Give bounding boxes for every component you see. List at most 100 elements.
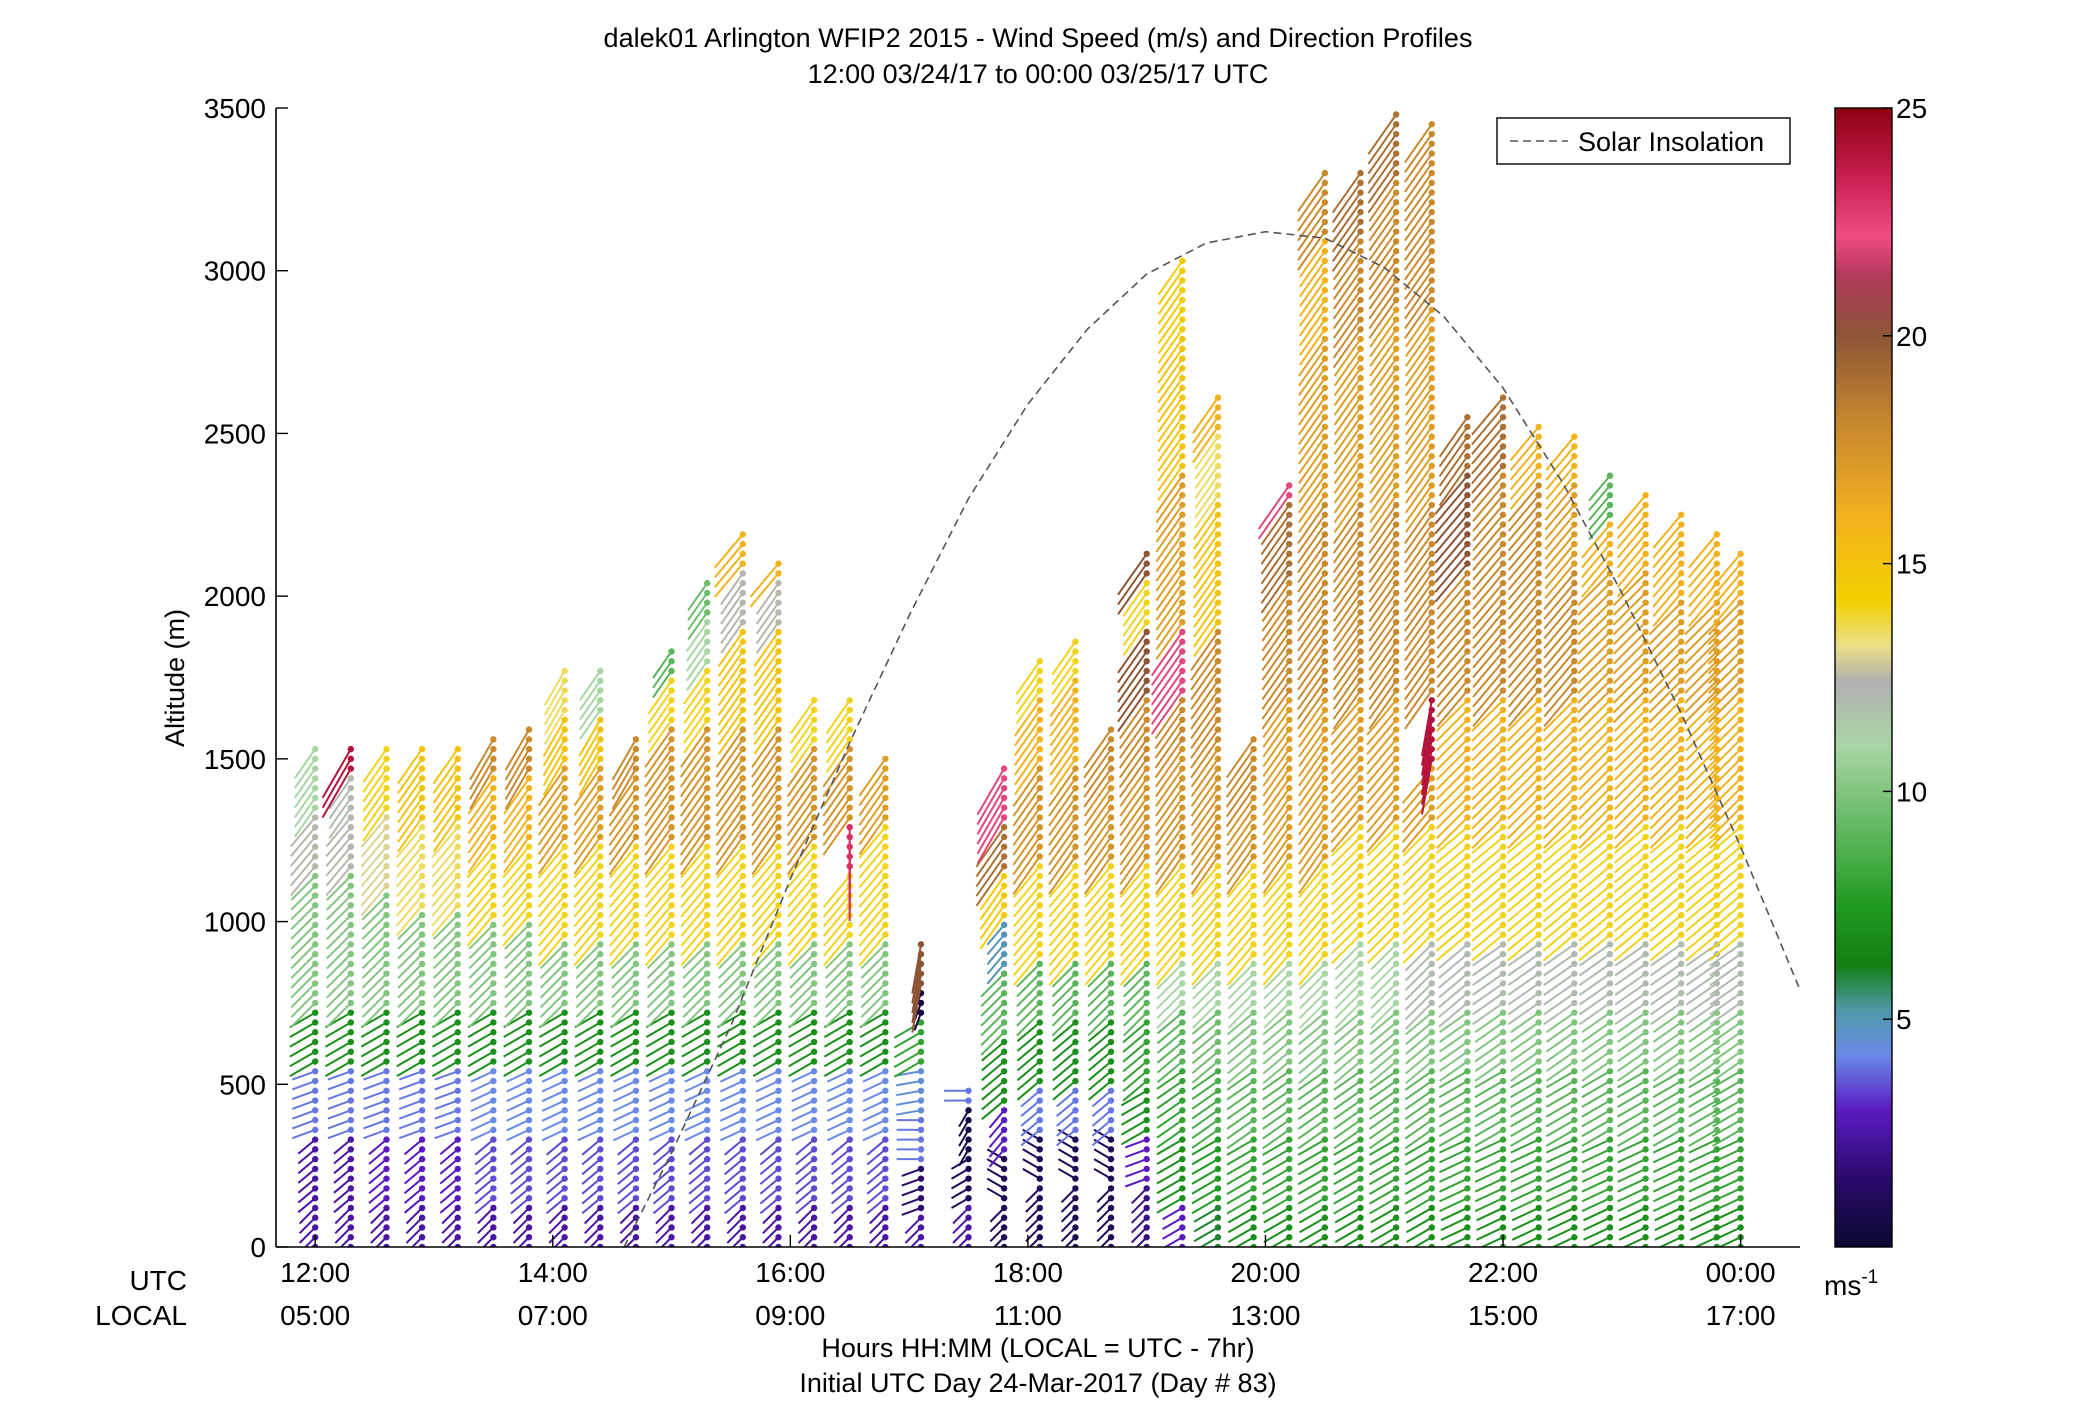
wind-barb-dot [668,755,675,763]
wind-barb-dot [882,1214,889,1221]
wind-barb-dot [1179,1146,1186,1153]
wind-barb [504,729,530,771]
wind-barb-dot [739,950,747,958]
wind-barb [1366,777,1397,814]
wind-barb-dot [1464,453,1471,460]
wind-barb [684,1109,708,1122]
wind-barb-dot [739,648,747,655]
wind-barb-dot [1392,677,1400,684]
wind-barb-dot [1072,745,1079,753]
wind-barb [468,943,495,970]
wind-barb [1332,563,1362,603]
wind-barb-dot [846,960,853,968]
wind-barb-dot [1321,921,1329,929]
wind-barb [370,1226,388,1244]
wind-barb-dot [1072,814,1079,821]
wind-barb-dot [1464,609,1471,616]
wind-barb [1298,455,1326,494]
wind-barb-dot [1321,1097,1329,1104]
wind-barb [1369,387,1397,426]
wind-barb-dot [1321,1224,1329,1231]
wind-barb [862,1128,886,1142]
wind-barb [1331,836,1362,867]
wind-barb-dot [1107,833,1115,841]
wind-barb-dot [1357,1116,1364,1124]
wind-barb [403,1187,423,1204]
wind-barb-dot [882,1107,889,1114]
wind-barb [687,592,709,621]
wind-barb [1438,1080,1468,1099]
wind-barb-dot [632,1126,640,1134]
wind-barb [866,1168,887,1185]
wind-barb-dot [525,1107,533,1114]
wind-barb [715,787,744,827]
wind-barb-dot [1392,404,1400,411]
wind-barb-dot [703,589,711,597]
wind-barb-dot [1250,892,1257,899]
wind-barb-dot [347,1194,355,1202]
wind-barb-dot [1392,1048,1400,1055]
wind-barb-dot [1464,677,1471,684]
wind-barb-dot [775,1029,782,1036]
wind-barb-dot [1036,1068,1043,1075]
wind-barb-dot [775,950,782,958]
wind-barb-dot [1250,1194,1257,1202]
wind-barb [1298,748,1326,787]
wind-barb-dot [1321,257,1329,265]
wind-barb-dot [1072,999,1079,1007]
wind-barb-dot [1321,1009,1329,1016]
wind-barb [1016,1011,1041,1037]
wind-barb-dot [1286,1087,1293,1094]
wind-barb-dot [1428,531,1435,538]
wind-barb [611,758,637,800]
wind-barb [581,1177,601,1195]
wind-barb-dot [418,823,426,831]
wind-barb-dot [1499,921,1507,929]
wind-barb [797,1217,815,1235]
wind-barb-dot [347,1116,355,1124]
wind-barb [1156,992,1184,1020]
wind-barb-dot [597,989,604,997]
wind-barb-dot [1499,1038,1507,1046]
wind-barb [469,768,495,810]
wind-barb-dot [490,784,497,792]
wind-barb [538,1031,566,1048]
wind-barb-dot [739,1048,747,1055]
wind-barb [720,572,744,606]
wind-barb [1297,543,1326,583]
wind-barb [1581,1041,1611,1063]
wind-barb [1368,221,1397,261]
wind-barb [683,680,709,715]
wind-barb-dot [1214,433,1222,440]
wind-barb [1404,309,1433,348]
wind-barb-dot [561,1185,568,1192]
wind-barb-dot [882,911,889,919]
wind-barb-dot [1286,1097,1293,1104]
wind-barb [1438,953,1469,979]
wind-barb [581,1168,601,1185]
wind-barb-dot [668,999,675,1007]
wind-barb-dot [1571,628,1578,636]
wind-barb-dot [311,745,319,753]
wind-barb [293,787,317,818]
wind-barb-dot [703,1146,711,1153]
wind-barb-dot [739,765,747,772]
wind-barb [1368,1138,1397,1156]
wind-barb-dot [1036,1116,1043,1124]
wind-barb [660,1236,673,1247]
wind-barb-dot [1464,863,1471,870]
wind-barb [619,1207,637,1225]
wind-barb [1262,846,1291,885]
wind-barb [1435,719,1469,752]
wind-barb [397,914,423,940]
wind-barb [1298,436,1326,475]
wind-barb [1368,523,1397,564]
wind-barb-dot [1107,872,1115,880]
wind-barb-dot [668,784,675,792]
wind-barb-dot [1321,999,1329,1007]
wind-barb [1130,1197,1148,1214]
wind-barb-dot [1357,1107,1364,1114]
wind-barb [1369,367,1397,406]
wind-barb [502,865,530,898]
wind-barb [791,1099,815,1112]
